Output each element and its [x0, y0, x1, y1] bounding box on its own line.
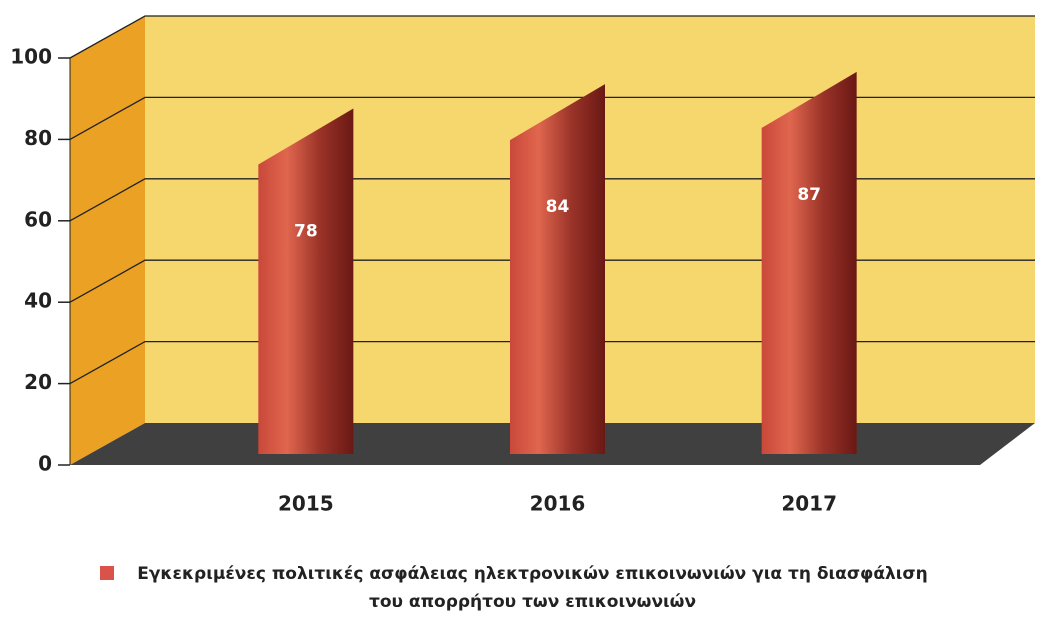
bar — [510, 84, 605, 455]
legend-swatch — [99, 566, 114, 580]
y-tick-label: 0 — [38, 452, 52, 476]
grid-line — [69, 96, 1035, 140]
data-label: 78 — [294, 222, 318, 242]
chart: 0 20 40 60 80 100 2015 78 2016 84 2017 87 — [10, 15, 1035, 516]
grid-line — [69, 340, 1035, 385]
bar — [761, 71, 857, 454]
y-tick-label: 100 — [10, 45, 52, 69]
bar — [258, 108, 354, 454]
x-tick-label: 2015 — [278, 492, 334, 516]
grid-line — [69, 15, 1035, 59]
legend-item: Εγκεκριμένες πολιτικές ασφάλειας ηλεκτρο… — [99, 560, 940, 616]
grid-line — [69, 259, 1035, 303]
y-tick-label: 80 — [24, 126, 52, 150]
y-tick-label: 40 — [24, 289, 52, 313]
x-tick-label: 2016 — [530, 492, 586, 516]
data-label: 84 — [546, 197, 570, 217]
side-wall — [70, 16, 145, 465]
y-tick-label: 60 — [24, 207, 52, 231]
grid-line — [69, 178, 1035, 222]
legend-label: Εγκεκριμένες πολιτικές ασφάλειας ηλεκτρο… — [137, 564, 928, 612]
x-tick-label: 2017 — [781, 492, 837, 516]
legend: Εγκεκριμένες πολιτικές ασφάλειας ηλεκτρο… — [0, 560, 1039, 616]
y-tick-label: 20 — [24, 370, 52, 394]
data-label: 87 — [797, 185, 821, 205]
